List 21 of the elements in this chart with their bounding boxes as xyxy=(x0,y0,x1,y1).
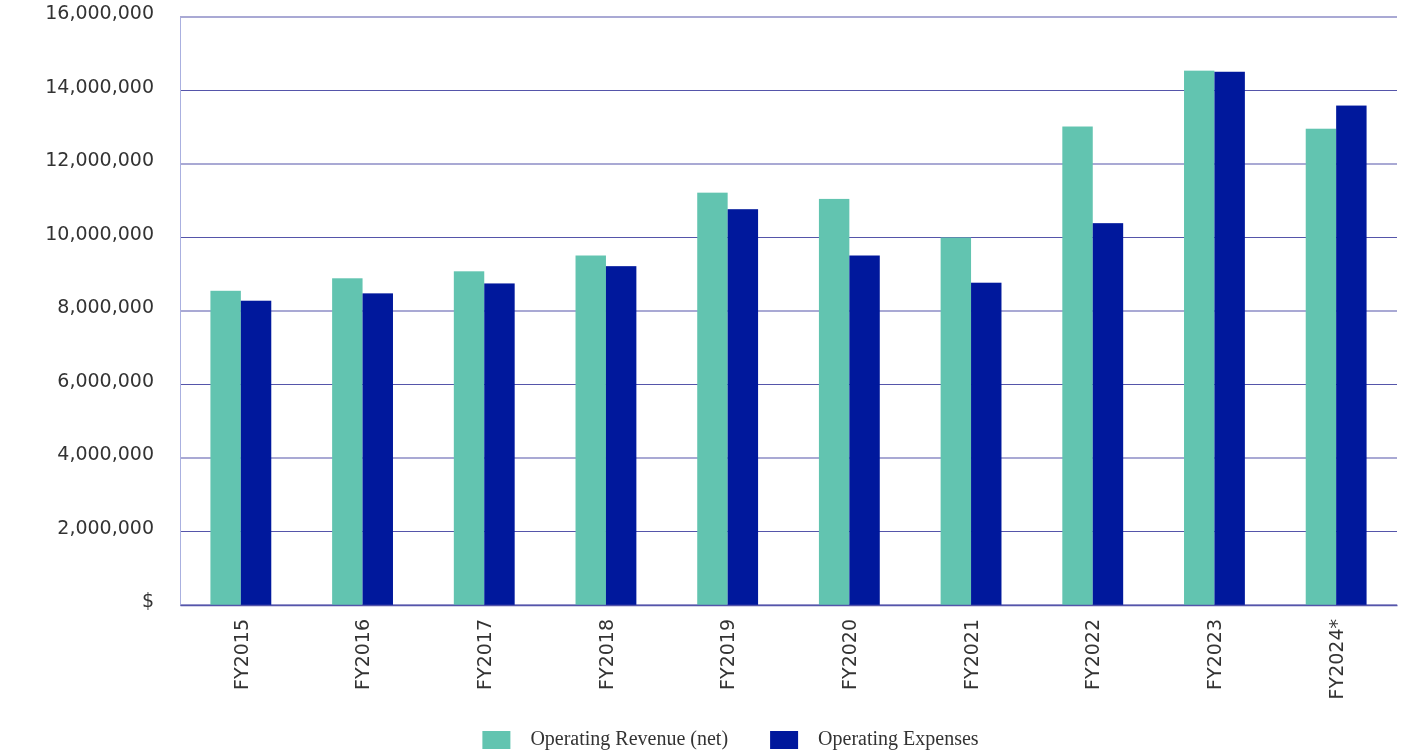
x-tick-label: FY2022 xyxy=(1081,619,1104,690)
x-tick-label: FY2023 xyxy=(1203,619,1226,690)
y-tick-label: 10,000,000 xyxy=(45,221,154,244)
y-tick-label: 14,000,000 xyxy=(45,74,154,97)
x-tick-label: FY2020 xyxy=(838,619,860,690)
y-tick-label: 6,000,000 xyxy=(57,368,154,391)
x-tick-label: FY2024* xyxy=(1324,619,1347,700)
y-tick-label: 12,000,000 xyxy=(45,148,154,171)
x-tick-label: FY2017 xyxy=(472,619,495,690)
x-tick-label: FY2018 xyxy=(594,619,617,690)
legend-label: Operating Expenses xyxy=(818,727,979,750)
y-tick-label: 4,000,000 xyxy=(57,442,154,465)
legend-label: Operating Revenue (net) xyxy=(530,727,729,750)
x-tick-label: FY2015 xyxy=(229,619,252,690)
y-tick-label: 2,000,000 xyxy=(57,515,154,538)
x-tick-label: FY2016 xyxy=(351,619,374,690)
y-tick-label: 8,000,000 xyxy=(57,295,154,318)
y-tick-label: $ xyxy=(141,589,154,612)
x-tick-label: FY2019 xyxy=(716,619,739,690)
y-tick-label: 16,000,000 xyxy=(45,1,154,24)
x-tick-label: FY2021 xyxy=(959,619,982,690)
